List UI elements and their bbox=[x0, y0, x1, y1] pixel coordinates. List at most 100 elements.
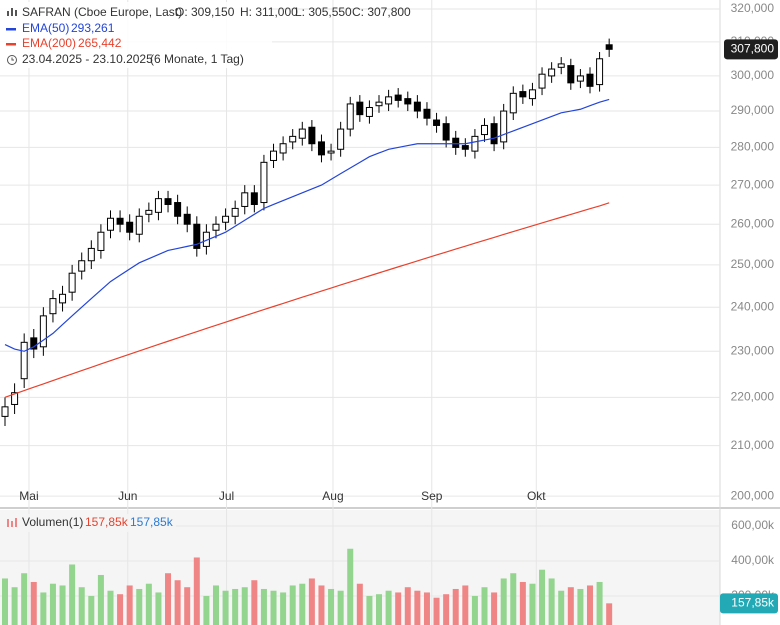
y-tick-label: 200,000 bbox=[731, 488, 775, 502]
candle-body bbox=[471, 135, 479, 152]
chart-title: SAFRAN (Cboe Europe, Last) bbox=[22, 5, 182, 19]
candle-body bbox=[279, 143, 287, 154]
candle-body bbox=[164, 198, 172, 205]
candle-body bbox=[135, 215, 143, 235]
candle-body bbox=[548, 68, 556, 77]
candle-body bbox=[365, 106, 373, 117]
volume-bar bbox=[376, 594, 383, 625]
candle-body bbox=[346, 103, 354, 130]
candle-body bbox=[433, 119, 441, 126]
volume-bar bbox=[165, 573, 172, 625]
ohlc-label: H: 311,000 bbox=[240, 5, 298, 19]
volume-bar bbox=[606, 603, 613, 625]
candle-body bbox=[241, 192, 249, 207]
legend-value: 293,261 bbox=[71, 21, 115, 35]
x-tick-label: Sep bbox=[421, 489, 443, 503]
volume-bar bbox=[155, 592, 162, 625]
candle-body bbox=[39, 315, 47, 348]
volume-bar bbox=[586, 585, 593, 625]
volume-bar bbox=[337, 590, 344, 625]
candle-body bbox=[116, 217, 124, 225]
y-tick-label: 230,000 bbox=[731, 343, 775, 357]
y-tick-label: 260,000 bbox=[731, 216, 775, 230]
candle-body bbox=[452, 137, 460, 148]
volume-bar bbox=[30, 581, 37, 625]
volume-bar bbox=[491, 592, 498, 625]
candle-body bbox=[442, 123, 450, 141]
y-tick-label: 210,000 bbox=[731, 438, 775, 452]
volume-bar bbox=[539, 569, 546, 625]
ema-line bbox=[4, 202, 610, 398]
y-tick-label: 320,000 bbox=[731, 1, 775, 15]
candle-body bbox=[481, 124, 488, 136]
volume-bar bbox=[117, 594, 124, 625]
volume-bar bbox=[232, 588, 239, 625]
volume-legend: Volumen(1) bbox=[22, 515, 83, 529]
candle-body bbox=[413, 101, 421, 112]
clock-icon bbox=[7, 55, 17, 65]
candle-body bbox=[308, 126, 316, 145]
legend-background bbox=[0, 514, 176, 532]
legend-swatch bbox=[6, 28, 16, 31]
volume-bar bbox=[88, 595, 95, 625]
candle-body bbox=[461, 145, 469, 150]
legend-swatch bbox=[6, 43, 16, 46]
x-tick-label: Mai bbox=[19, 489, 38, 503]
volume-bar bbox=[21, 573, 28, 625]
candle-body bbox=[87, 247, 95, 262]
volume-bar bbox=[136, 588, 143, 625]
volume-bar bbox=[385, 590, 392, 625]
candle-body bbox=[317, 141, 325, 156]
candle-body bbox=[576, 75, 584, 82]
clock-icon bbox=[11, 57, 14, 61]
candle-body bbox=[97, 231, 105, 251]
volume-bar bbox=[423, 592, 430, 625]
legend-icon bbox=[7, 8, 17, 16]
ohlc-label: O: 309,150 bbox=[175, 5, 235, 19]
candle-body bbox=[193, 223, 201, 249]
volume-bar bbox=[519, 581, 526, 625]
x-tick-label: Aug bbox=[322, 489, 343, 503]
candle-body bbox=[260, 161, 268, 204]
volume-bar bbox=[184, 587, 191, 625]
y-tick-label: 400,00k bbox=[731, 553, 775, 567]
volume-bar bbox=[471, 595, 478, 625]
volume-bar bbox=[308, 578, 315, 625]
volume-legend-value: 157,85k bbox=[85, 515, 129, 529]
volume-bar bbox=[347, 548, 354, 625]
volume-bar bbox=[107, 590, 114, 625]
y-tick-label: 600,00k bbox=[731, 518, 775, 532]
legend-icon bbox=[7, 518, 17, 527]
candle-body bbox=[500, 110, 508, 143]
period: 23.04.2025 - 23.10.2025 bbox=[22, 52, 153, 66]
candle-body bbox=[1, 406, 9, 417]
ema-line bbox=[4, 98, 610, 352]
candle-body bbox=[375, 101, 383, 107]
legend-background bbox=[0, 2, 272, 68]
volume-bar bbox=[395, 592, 402, 625]
volume-bar bbox=[49, 583, 56, 625]
volume-bar bbox=[328, 588, 335, 625]
candle-body bbox=[490, 123, 498, 145]
volume-bar bbox=[251, 580, 258, 625]
volume-bar bbox=[452, 588, 459, 625]
candle-body bbox=[250, 192, 258, 205]
volume-bar bbox=[69, 564, 76, 625]
volume-bar bbox=[203, 595, 210, 625]
volume-badge-label: 157,85k bbox=[731, 596, 775, 610]
candle-body bbox=[222, 215, 230, 223]
candle-body bbox=[289, 135, 297, 143]
volume-bar bbox=[212, 585, 219, 625]
volume-bar bbox=[174, 580, 181, 625]
candle-body bbox=[586, 73, 594, 87]
volume-bar bbox=[97, 574, 104, 625]
candle-body bbox=[154, 198, 162, 213]
volume-bar bbox=[11, 587, 18, 625]
y-tick-label: 220,000 bbox=[731, 390, 775, 404]
candle-body bbox=[78, 260, 86, 272]
volume-bar bbox=[78, 587, 85, 625]
legend-value: 265,442 bbox=[78, 36, 122, 50]
volume-bar bbox=[548, 578, 555, 625]
